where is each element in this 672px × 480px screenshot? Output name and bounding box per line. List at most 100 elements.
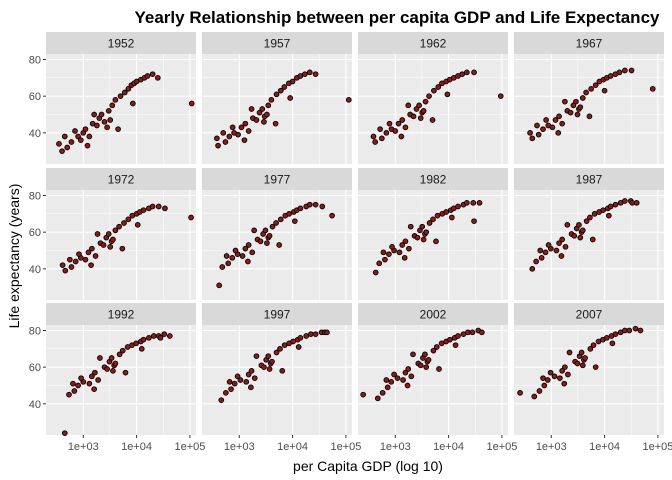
data-point: [404, 382, 411, 389]
data-point: [395, 120, 402, 127]
data-point: [388, 378, 395, 385]
data-point: [436, 366, 442, 372]
facet-strip: [202, 168, 352, 190]
data-point: [150, 333, 157, 339]
data-point: [540, 126, 546, 133]
data-point: [420, 107, 427, 114]
facet-strip: [202, 32, 352, 54]
data-point: [649, 85, 656, 92]
data-point: [101, 118, 108, 125]
data-point: [438, 340, 445, 347]
x-tick-label: 1e+04: [589, 441, 620, 453]
data-point: [429, 117, 436, 123]
facet-strip-label: 1987: [576, 173, 603, 187]
data-point: [154, 74, 161, 81]
data-point: [312, 331, 319, 338]
data-point: [66, 256, 73, 263]
data-point: [86, 380, 93, 387]
data-point: [478, 329, 485, 336]
data-point: [277, 345, 283, 352]
data-point: [414, 234, 421, 241]
data-point: [229, 254, 236, 261]
data-point: [470, 199, 477, 206]
facet-strip: [358, 168, 508, 190]
data-point: [464, 199, 470, 206]
data-point: [234, 373, 241, 380]
data-point: [628, 67, 635, 74]
facet-panel-1952: 1952 40 60 80: [29, 32, 196, 164]
panel-background: [514, 325, 664, 435]
facet-panel-2007: 2007 1e+03 1e+04 1e+05: [514, 303, 672, 453]
x-tick-label: 1e+04: [121, 441, 152, 453]
data-point: [577, 104, 584, 111]
data-point: [549, 124, 556, 131]
panel-background: [358, 54, 508, 164]
x-tick-label: 1e+03: [224, 441, 255, 453]
data-point: [379, 389, 386, 396]
data-point: [374, 395, 381, 402]
data-point: [155, 203, 162, 210]
data-point: [527, 129, 533, 136]
data-point: [401, 254, 408, 261]
facet-panel-1957: 1957: [202, 32, 352, 164]
data-point: [633, 199, 640, 206]
data-point: [556, 240, 562, 247]
facet-strip-label: 1982: [420, 173, 447, 187]
data-point: [251, 375, 258, 382]
data-point: [266, 232, 273, 239]
facet-panel-2002: 2002 1e+03 1e+04 1e+05: [358, 303, 517, 453]
data-point: [229, 124, 236, 131]
facet-strip: [46, 168, 196, 190]
data-point: [592, 82, 599, 89]
data-point: [540, 375, 546, 382]
data-point: [576, 221, 582, 228]
data-point: [61, 430, 68, 437]
x-tick-label: 1e+03: [380, 441, 411, 453]
data-point: [583, 89, 589, 96]
data-point: [391, 371, 397, 378]
data-point: [94, 122, 100, 129]
data-point: [59, 148, 65, 155]
facet-panel-1992: 1992 40 60 80 1e+03 1e+04 1e+05: [29, 303, 205, 453]
facet-panel-1987: 1987: [514, 168, 664, 300]
data-point: [122, 369, 129, 376]
data-point: [433, 238, 439, 245]
data-point: [277, 87, 284, 94]
data-point: [529, 265, 536, 272]
data-point: [273, 349, 280, 356]
facet-strip-label: 1972: [108, 173, 135, 187]
data-point: [402, 238, 409, 245]
data-point: [259, 106, 266, 112]
data-point: [558, 253, 565, 259]
data-point: [422, 98, 429, 105]
data-point: [417, 115, 424, 122]
data-point: [273, 220, 279, 226]
data-point: [121, 220, 127, 226]
data-point: [579, 227, 586, 234]
data-point: [238, 124, 245, 131]
facet-strip: [514, 303, 664, 325]
data-point: [312, 71, 319, 78]
facet-strip: [46, 303, 196, 325]
data-point: [76, 251, 82, 258]
data-point: [541, 382, 548, 389]
data-point: [256, 109, 263, 116]
data-point: [402, 124, 409, 131]
data-point: [571, 232, 578, 239]
data-point: [405, 366, 412, 372]
data-point: [245, 258, 251, 265]
data-point: [261, 364, 267, 371]
data-point: [376, 260, 383, 267]
data-point: [72, 128, 78, 134]
facet-strip-label: 1997: [264, 308, 291, 322]
data-point: [386, 120, 393, 127]
x-tick-label: 1e+05: [330, 441, 361, 453]
data-point: [277, 216, 284, 223]
data-point: [612, 201, 619, 208]
data-point: [157, 334, 164, 341]
data-point: [559, 367, 566, 374]
data-point: [104, 124, 110, 131]
data-point: [447, 336, 453, 343]
data-point: [115, 126, 121, 133]
data-point: [91, 111, 98, 118]
